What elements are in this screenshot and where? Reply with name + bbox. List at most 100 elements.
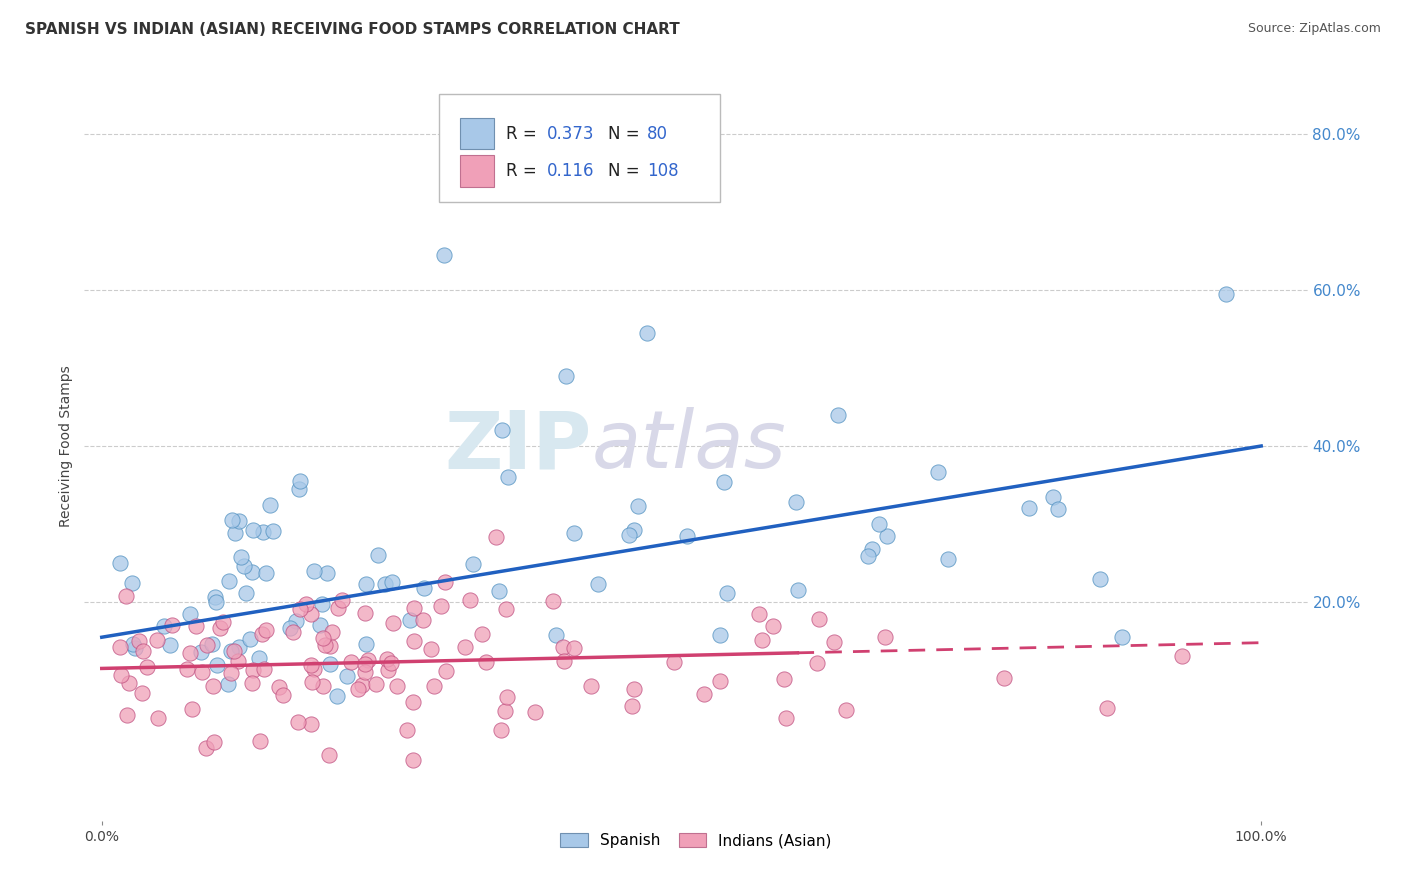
Point [250, 627, 273, 641]
Point [858, 549, 880, 563]
Point [1046, 501, 1069, 516]
Point [827, 408, 849, 422]
Point [433, 248, 456, 262]
Point [562, 641, 585, 656]
Point [402, 634, 425, 648]
Point [993, 671, 1015, 685]
Point [1042, 490, 1064, 504]
Text: R =: R = [506, 125, 543, 143]
Point [288, 602, 311, 616]
Point [218, 574, 240, 589]
Point [202, 735, 225, 749]
Point [288, 474, 311, 488]
Text: SPANISH VS INDIAN (ASIAN) RECEIVING FOOD STAMPS CORRELATION CHART: SPANISH VS INDIAN (ASIAN) RECEIVING FOOD… [25, 22, 681, 37]
Point [495, 602, 517, 616]
Point [496, 690, 519, 704]
Point [399, 613, 422, 627]
Point [235, 586, 257, 600]
Point [224, 526, 246, 541]
Point [299, 607, 322, 621]
Point [299, 717, 322, 731]
Text: 0.373: 0.373 [547, 125, 595, 143]
Point [180, 702, 202, 716]
Point [787, 583, 810, 598]
Point [353, 607, 375, 621]
Point [219, 666, 242, 681]
Point [195, 638, 218, 652]
Point [562, 525, 585, 540]
Point [115, 708, 138, 723]
Point [205, 658, 228, 673]
Point [242, 565, 264, 579]
Point [873, 630, 896, 644]
Point [709, 628, 731, 642]
Point [242, 663, 264, 677]
Point [357, 653, 380, 667]
Point [335, 669, 357, 683]
Point [434, 664, 457, 678]
Text: R =: R = [506, 162, 543, 180]
FancyBboxPatch shape [460, 155, 494, 186]
Point [807, 612, 830, 626]
Text: 0.116: 0.116 [547, 162, 595, 180]
Point [381, 575, 404, 590]
Point [108, 640, 131, 654]
Point [179, 646, 201, 660]
Point [110, 557, 132, 571]
Point [377, 663, 399, 677]
Point [860, 542, 883, 557]
Point [586, 577, 609, 591]
Point [627, 499, 650, 513]
Point [927, 465, 949, 479]
Point [693, 687, 716, 701]
Point [271, 689, 294, 703]
Point [330, 593, 353, 607]
Point [1090, 572, 1112, 586]
Point [160, 618, 183, 632]
Point [146, 632, 169, 647]
Point [623, 523, 645, 537]
Y-axis label: Receiving Food Stamps: Receiving Food Stamps [59, 365, 73, 527]
Text: atlas: atlas [592, 407, 787, 485]
Point [312, 679, 335, 693]
Point [179, 607, 201, 621]
Point [1111, 630, 1133, 644]
Point [824, 635, 846, 649]
Point [475, 655, 498, 669]
Point [299, 657, 322, 672]
Point [269, 680, 291, 694]
Point [354, 665, 377, 680]
Point [228, 640, 250, 654]
Point [1215, 286, 1237, 301]
Point [122, 637, 145, 651]
Point [159, 638, 181, 652]
Point [221, 513, 243, 527]
Point [124, 641, 146, 656]
Point [762, 619, 785, 633]
Point [128, 633, 150, 648]
Point [453, 640, 475, 655]
Point [259, 498, 281, 512]
Point [254, 623, 277, 637]
Point [242, 523, 264, 537]
Point [281, 624, 304, 639]
Point [121, 576, 143, 591]
Point [354, 576, 377, 591]
Point [617, 527, 640, 541]
Point [204, 590, 226, 604]
Point [228, 514, 250, 528]
Point [252, 524, 274, 539]
Legend: Spanish, Indians (Asian): Spanish, Indians (Asian) [554, 827, 838, 855]
Point [709, 674, 731, 689]
Point [375, 652, 398, 666]
Point [374, 577, 396, 591]
Point [496, 470, 519, 484]
Point [636, 326, 658, 340]
Text: Source: ZipAtlas.com: Source: ZipAtlas.com [1247, 22, 1381, 36]
Point [554, 368, 576, 383]
Point [352, 678, 374, 692]
Point [201, 679, 224, 693]
Point [240, 676, 263, 690]
Point [132, 644, 155, 658]
Point [205, 595, 228, 609]
